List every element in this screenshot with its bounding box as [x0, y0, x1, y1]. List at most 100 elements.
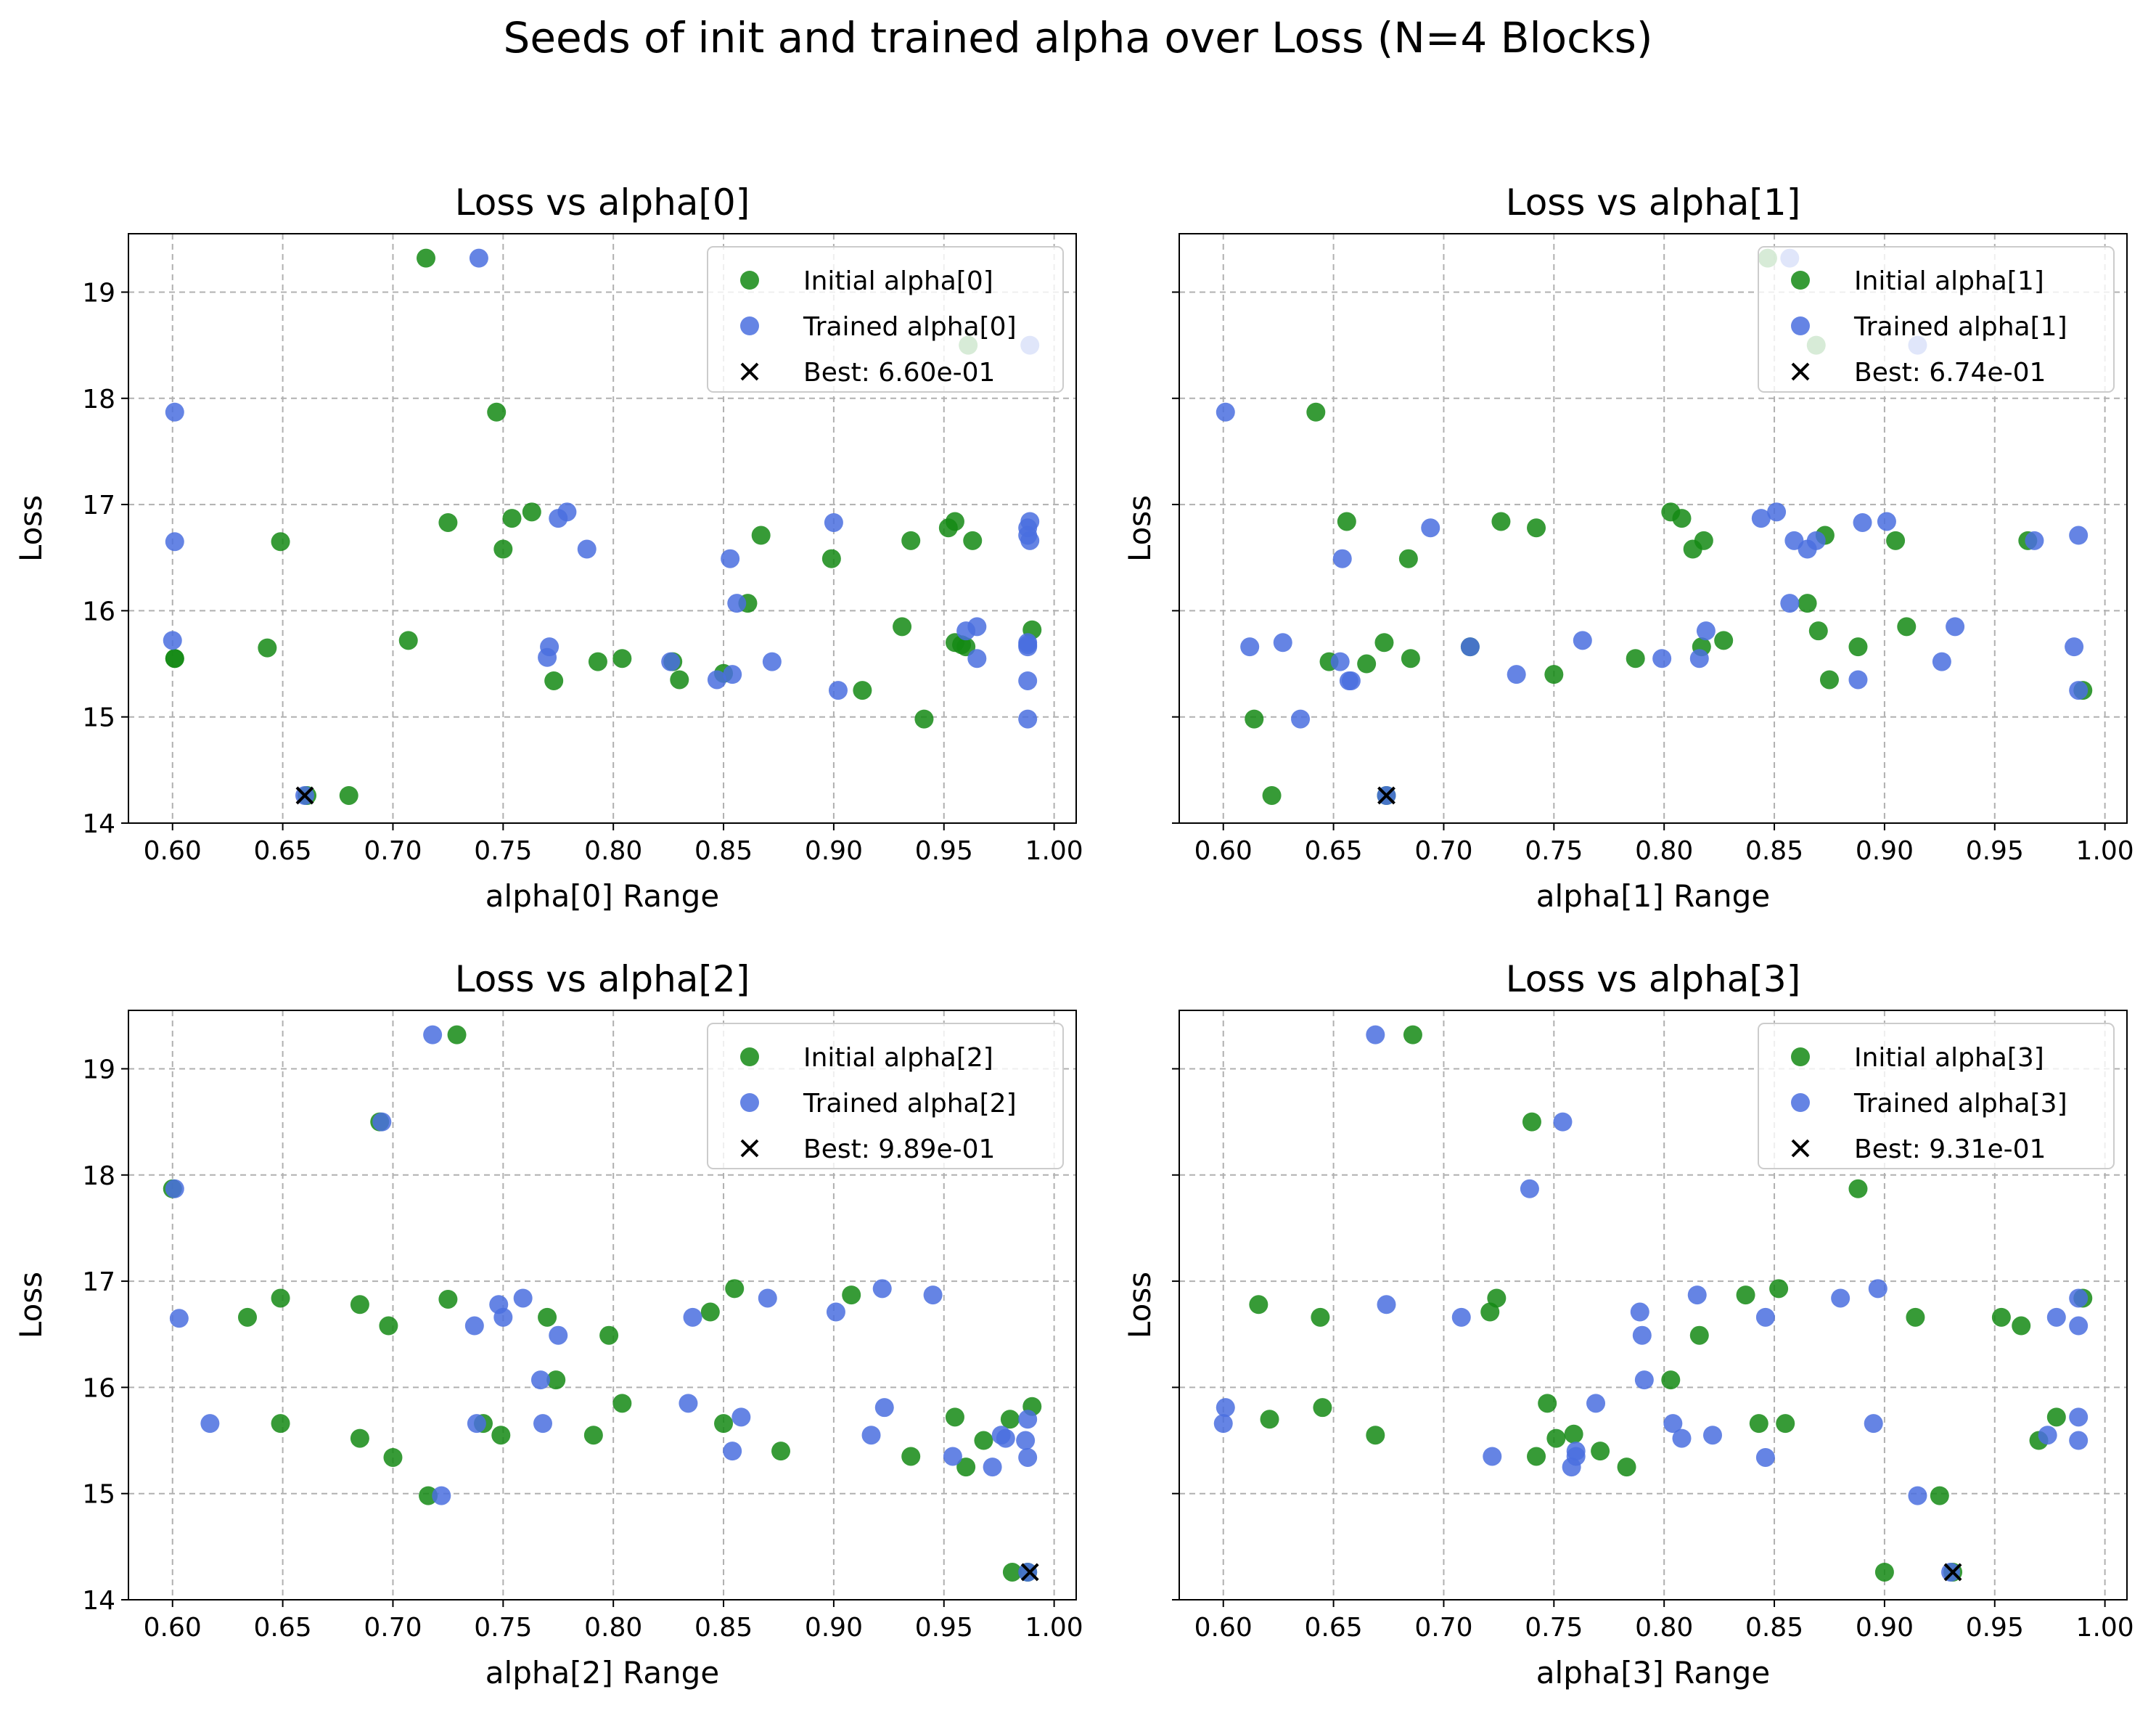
- y-tick-label: 18: [82, 385, 115, 414]
- initial-point: [502, 509, 522, 528]
- initial-point: [588, 652, 607, 671]
- trained-point: [2038, 1426, 2057, 1445]
- initial-point: [771, 1442, 791, 1461]
- trained-point: [1240, 637, 1260, 657]
- trained-point: [1634, 1370, 1654, 1390]
- y-tick-label: 17: [82, 491, 115, 520]
- trained-point: [1687, 1285, 1707, 1305]
- trained-point: [1421, 518, 1440, 538]
- trained-point: [1941, 1562, 1961, 1582]
- initial-point: [1398, 549, 1418, 568]
- trained-point: [1689, 649, 1709, 669]
- legend-best-marker: [740, 362, 759, 381]
- initial-point: [1337, 512, 1356, 531]
- trained-point: [1751, 509, 1771, 528]
- initial-point: [1694, 531, 1713, 550]
- trained-point: [2065, 637, 2084, 657]
- x-tick-label: 0.70: [1414, 1613, 1472, 1643]
- initial-point: [1546, 1428, 1566, 1448]
- trained-point: [2069, 1407, 2089, 1427]
- trained-point: [372, 1112, 392, 1132]
- initial-point: [1002, 1562, 1022, 1582]
- trained-point: [2069, 1288, 2089, 1308]
- best-marker-stroke: [295, 786, 314, 805]
- initial-point: [350, 1428, 369, 1448]
- x-axis-label: alpha[3] Range: [1536, 1655, 1770, 1690]
- initial-point: [419, 1486, 438, 1505]
- trained-point: [1632, 1325, 1652, 1345]
- x-tick-label: 0.90: [1856, 836, 1914, 866]
- trained-point: [1553, 1112, 1573, 1132]
- initial-point: [901, 1447, 921, 1466]
- initial-point: [1262, 785, 1282, 805]
- initial-point: [1874, 1562, 1894, 1582]
- trained-point: [1831, 1288, 1850, 1308]
- x-tick-label: 0.70: [364, 836, 422, 866]
- initial-point: [945, 1407, 964, 1427]
- initial-point: [956, 1458, 976, 1477]
- y-tick-label: 19: [82, 278, 115, 308]
- initial-point: [1848, 637, 1868, 657]
- initial-point: [487, 402, 507, 422]
- initial-point: [1672, 509, 1692, 528]
- y-tick-label: 16: [82, 1373, 115, 1403]
- initial-point: [1491, 512, 1511, 531]
- trained-point: [1767, 502, 1787, 522]
- initial-point: [963, 531, 983, 550]
- trained-point: [1018, 1410, 1038, 1429]
- trained-point: [1868, 1279, 1887, 1299]
- initial-point: [1522, 1112, 1541, 1132]
- trained-point: [165, 532, 184, 552]
- subplot-title: Loss vs alpha[0]: [455, 181, 750, 224]
- legend-label: Best: 9.89e-01: [803, 1134, 995, 1164]
- initial-point: [583, 1426, 603, 1445]
- x-tick-label: 0.85: [694, 836, 753, 866]
- plot-frame: [128, 233, 1077, 824]
- initial-point: [271, 1414, 290, 1434]
- trained-point: [432, 1486, 451, 1505]
- initial-point: [1897, 617, 1917, 637]
- legend-label: Initial alpha[2]: [803, 1043, 993, 1073]
- x-tick-label: 0.95: [1966, 1613, 2024, 1643]
- x-tick-label: 0.65: [254, 1613, 312, 1643]
- y-tick-label: 17: [82, 1267, 115, 1297]
- initial-point: [1769, 1279, 1789, 1299]
- x-tick-label: 0.85: [694, 1613, 753, 1643]
- trained-point: [2069, 681, 2089, 700]
- trained-point: [169, 1309, 189, 1328]
- trained-point: [1573, 631, 1592, 650]
- initial-point: [821, 549, 841, 568]
- x-axis-label: alpha[0] Range: [485, 878, 719, 914]
- x-tick-label: 0.60: [144, 1613, 202, 1643]
- legend-label: Trained alpha[1]: [1853, 312, 2067, 342]
- trained-point: [1652, 649, 1672, 669]
- initial-point: [1749, 1414, 1768, 1434]
- trained-point: [469, 248, 488, 268]
- subplot-title: Loss vs alpha[3]: [1506, 958, 1801, 1000]
- trained-point: [1507, 665, 1526, 684]
- trained-point: [967, 649, 987, 669]
- initial-point: [447, 1025, 467, 1044]
- trained-point: [1932, 652, 1951, 671]
- y-tick-label: 14: [82, 809, 115, 839]
- legend-trained-marker: [740, 316, 759, 335]
- trained-point: [723, 1442, 742, 1461]
- trained-point: [2069, 1316, 2089, 1336]
- best-marker: [295, 786, 314, 805]
- x-tick-label: 0.75: [474, 836, 532, 866]
- subplot-3: 0.60 0.65 0.70 0.75 0.80 0.85 0.90 0.95 1.00 Loss…: [1122, 958, 2134, 1690]
- initial-point: [893, 617, 912, 637]
- plot-frame: [128, 1010, 1077, 1600]
- initial-point: [1245, 709, 1264, 729]
- x-tick-label: 0.65: [1305, 1613, 1363, 1643]
- initial-point: [1403, 1025, 1422, 1044]
- trained-point: [828, 681, 848, 700]
- trained-point: [533, 1414, 552, 1434]
- subplot-title: Loss vs alpha[2]: [455, 958, 750, 1000]
- initial-point: [1819, 670, 1839, 690]
- y-tick-label: 19: [82, 1055, 115, 1084]
- trained-point: [530, 1370, 550, 1390]
- x-tick-label: 0.85: [1745, 836, 1803, 866]
- legend-trained-marker: [740, 1093, 759, 1112]
- plot-frame: [1179, 1010, 2128, 1600]
